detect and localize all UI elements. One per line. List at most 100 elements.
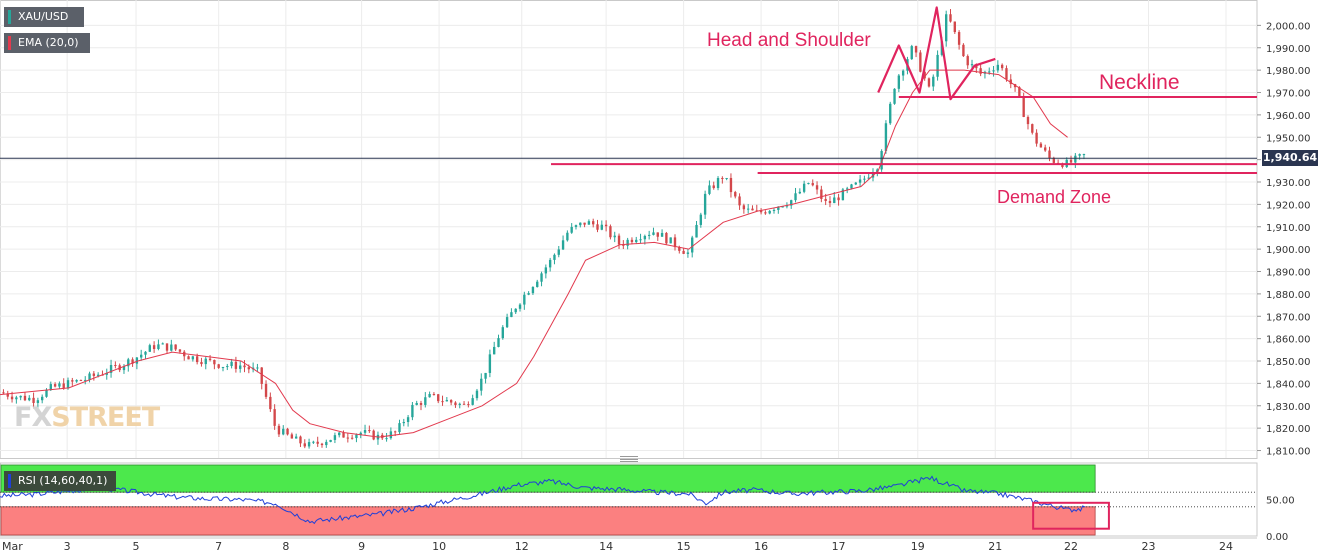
candle-body — [316, 441, 319, 444]
candle-body — [484, 372, 487, 379]
candle-body — [673, 237, 677, 248]
candle-body — [643, 235, 647, 240]
candle-body — [850, 184, 853, 189]
ema-line — [0, 69, 1068, 438]
candle-body — [548, 259, 552, 268]
candle-body — [716, 178, 720, 189]
candle-body — [458, 403, 461, 406]
pane-resize-handle[interactable] — [620, 456, 638, 462]
candle-body — [785, 205, 789, 207]
candle-body — [592, 221, 595, 225]
candle-body — [157, 344, 160, 350]
time-axis-label: 24 — [1219, 540, 1233, 553]
candle-body — [475, 390, 479, 399]
candle-body — [36, 400, 40, 403]
candle-body — [566, 232, 569, 241]
candle-body — [144, 351, 147, 355]
candle-body — [372, 430, 375, 440]
candle-body — [6, 393, 9, 397]
candle-body — [449, 400, 453, 403]
candle-body — [174, 344, 177, 350]
candle-body — [1035, 132, 1038, 144]
candle-body — [949, 14, 952, 22]
price-axis-label: 1,810.00 — [1266, 447, 1311, 458]
candle-body — [699, 214, 703, 225]
candle-body — [669, 237, 672, 244]
price-axis-label: 1,840.00 — [1266, 379, 1311, 390]
candle-body — [579, 222, 582, 226]
candle-body — [114, 364, 117, 366]
time-axis-label: 15 — [677, 540, 691, 553]
candle-body — [505, 317, 509, 328]
ema-legend[interactable]: EMA (20,0) — [4, 33, 90, 53]
candle-body — [635, 239, 638, 243]
candle-body — [807, 183, 810, 185]
candle-body — [467, 404, 470, 406]
candle-body — [953, 21, 956, 33]
candle-body — [703, 193, 707, 215]
candle-body — [613, 235, 616, 238]
time-axis-label: 17 — [832, 540, 846, 553]
candle-body — [708, 185, 711, 194]
candle-body — [462, 403, 466, 405]
candle-body — [660, 232, 664, 237]
candle-body — [596, 224, 599, 230]
candle-body — [441, 401, 444, 403]
candle-body — [161, 343, 164, 345]
candle-body — [346, 437, 350, 439]
candle-body — [544, 267, 548, 274]
candle-body — [682, 250, 685, 254]
candle-body — [647, 234, 651, 236]
candle-body — [1061, 163, 1064, 168]
time-axis-label: 21 — [988, 540, 1002, 553]
candle-body — [889, 103, 892, 124]
candle-body — [432, 394, 436, 396]
candle-body — [32, 397, 35, 403]
candle-body — [187, 356, 190, 360]
candle-body — [338, 432, 341, 436]
time-axis-label: 14 — [599, 540, 613, 553]
candle-body — [109, 364, 113, 373]
price-axis-label: 1,960.00 — [1266, 111, 1311, 122]
candle-body — [561, 240, 565, 250]
candle-body — [781, 206, 784, 208]
candle-body — [122, 366, 126, 371]
candle-body — [630, 239, 634, 243]
fxstreet-logo: FXSTREET — [14, 402, 160, 433]
candle-body — [84, 379, 87, 381]
price-axis-label: 2,000.00 — [1266, 21, 1311, 32]
time-axis-label: 8 — [282, 540, 289, 553]
candle-body — [411, 404, 414, 418]
candle-body — [553, 254, 556, 260]
candle-body — [570, 226, 573, 233]
candle-body — [226, 366, 229, 368]
rsi-line — [0, 475, 1086, 525]
candle-body — [170, 344, 173, 351]
candle-body — [290, 434, 294, 439]
candle-body — [1000, 64, 1004, 69]
candle-body — [540, 273, 543, 282]
candle-body — [342, 432, 345, 438]
candle-body — [523, 294, 526, 305]
symbol-legend[interactable]: XAU/USD — [4, 7, 84, 27]
candle-body — [208, 358, 212, 360]
time-axis-label: 22 — [1064, 540, 1078, 553]
candle-body — [1052, 158, 1055, 163]
candle-body — [755, 210, 758, 212]
rsi-overbought-zone — [0, 464, 1096, 493]
price-axis-label: 1,910.00 — [1266, 223, 1311, 234]
candle-body — [798, 191, 802, 194]
candle-body — [802, 183, 806, 192]
candle-body — [385, 438, 388, 440]
rsi-axis-label: 50.00 — [1266, 496, 1295, 507]
rsi-legend[interactable]: RSI (14,60,40,1) — [4, 471, 116, 491]
candle-body — [936, 54, 939, 77]
candle-body — [398, 423, 401, 433]
symbol-label: XAU/USD — [18, 10, 69, 23]
candle-body — [583, 222, 586, 225]
candle-body — [62, 383, 65, 389]
candle-body — [320, 443, 324, 446]
candle-body — [721, 178, 724, 180]
candle-body — [140, 354, 143, 358]
time-axis-label: Mar — [2, 540, 23, 553]
